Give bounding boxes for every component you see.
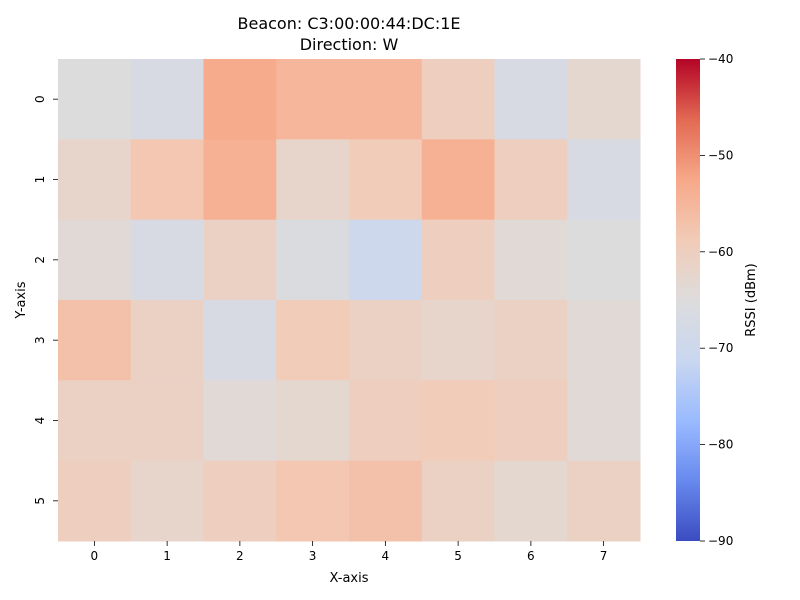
heatmap-cell [276, 59, 350, 140]
colorbar-tick-label: −60 [708, 245, 733, 259]
y-tick-label: 1 [33, 176, 47, 184]
heatmap-cell [421, 219, 495, 301]
colorbar-tick-label: −40 [708, 52, 733, 66]
colorbar-label: RSSI (dBm) [744, 263, 759, 336]
heatmap-cell [494, 380, 568, 462]
y-axis-label: Y-axis [14, 281, 29, 319]
y-axis-ticks: 0 1 2 3 4 5 [33, 95, 58, 505]
x-tick-label: 2 [236, 549, 244, 563]
heatmap-cell [494, 460, 568, 542]
heatmap-cell [203, 300, 277, 381]
heatmap-cell [203, 460, 277, 542]
heatmap-cell [421, 300, 495, 381]
colorbar-tick-label: −50 [708, 148, 733, 162]
x-tick-label: 4 [382, 549, 390, 563]
heatmap-cell [421, 59, 495, 140]
heatmap-cell [567, 380, 641, 462]
colorbar-tick-label: −90 [708, 534, 733, 548]
heatmap-cell [567, 219, 641, 301]
heatmap-cell [349, 300, 423, 381]
chart-subtitle: Direction: W [300, 35, 399, 54]
heatmap-cell [276, 380, 350, 462]
colorbar-tick-label: −70 [708, 341, 733, 355]
heatmap-cell [349, 59, 423, 140]
heatmap-cell [494, 219, 568, 301]
heatmap-cell [130, 460, 204, 542]
heatmap-cell [203, 219, 277, 301]
chart-title: Beacon: C3:00:00:44:DC:1E [238, 14, 461, 33]
x-tick-label: 7 [600, 549, 608, 563]
heatmap-cell [494, 139, 568, 221]
heatmap-cell [276, 139, 350, 221]
x-tick-label: 5 [454, 549, 462, 563]
heatmap-cell [567, 139, 641, 221]
heatmap-cell [58, 59, 132, 140]
heatmap-cell [567, 300, 641, 381]
y-tick-label: 5 [33, 497, 47, 505]
heatmap-cell [276, 460, 350, 542]
y-tick-label: 0 [33, 95, 47, 103]
colorbar [676, 59, 700, 541]
heatmap-cell [567, 460, 641, 542]
heatmap-cell [494, 59, 568, 140]
heatmap-cell [130, 59, 204, 140]
heatmap-cells [58, 59, 641, 542]
heatmap-cell [421, 380, 495, 462]
heatmap-cell [421, 460, 495, 542]
y-tick-label: 3 [33, 336, 47, 344]
colorbar-ticks: −40 −50 −60 −70 −80 −90 [700, 52, 733, 548]
heatmap-cell [130, 139, 204, 221]
x-axis-label: X-axis [330, 571, 369, 586]
x-tick-label: 3 [309, 549, 317, 563]
heatmap-cell [58, 460, 132, 542]
heatmap-cell [130, 380, 204, 462]
heatmap-cell [58, 139, 132, 221]
heatmap-cell [349, 139, 423, 221]
colorbar-tick-label: −80 [708, 438, 733, 452]
heatmap-cell [421, 139, 495, 221]
y-tick-label: 2 [33, 256, 47, 264]
heatmap-cell [58, 219, 132, 301]
x-tick-label: 1 [163, 549, 171, 563]
heatmap-cell [276, 219, 350, 301]
heatmap-cell [130, 219, 204, 301]
heatmap-cell [567, 59, 641, 140]
x-tick-label: 6 [527, 549, 535, 563]
heatmap-cell [203, 59, 277, 140]
heatmap-cell [349, 380, 423, 462]
heatmap-cell [276, 300, 350, 381]
heatmap-cell [349, 219, 423, 301]
heatmap-cell [203, 139, 277, 221]
heatmap-cell [130, 300, 204, 381]
heatmap-cell [349, 460, 423, 542]
heatmap-cell [58, 300, 132, 381]
heatmap-cell [203, 380, 277, 462]
heatmap-cell [58, 380, 132, 462]
heatmap-cell [494, 300, 568, 381]
y-tick-label: 4 [33, 417, 47, 425]
x-axis-ticks: 0 1 2 3 4 5 6 7 [91, 541, 608, 563]
x-tick-label: 0 [91, 549, 99, 563]
